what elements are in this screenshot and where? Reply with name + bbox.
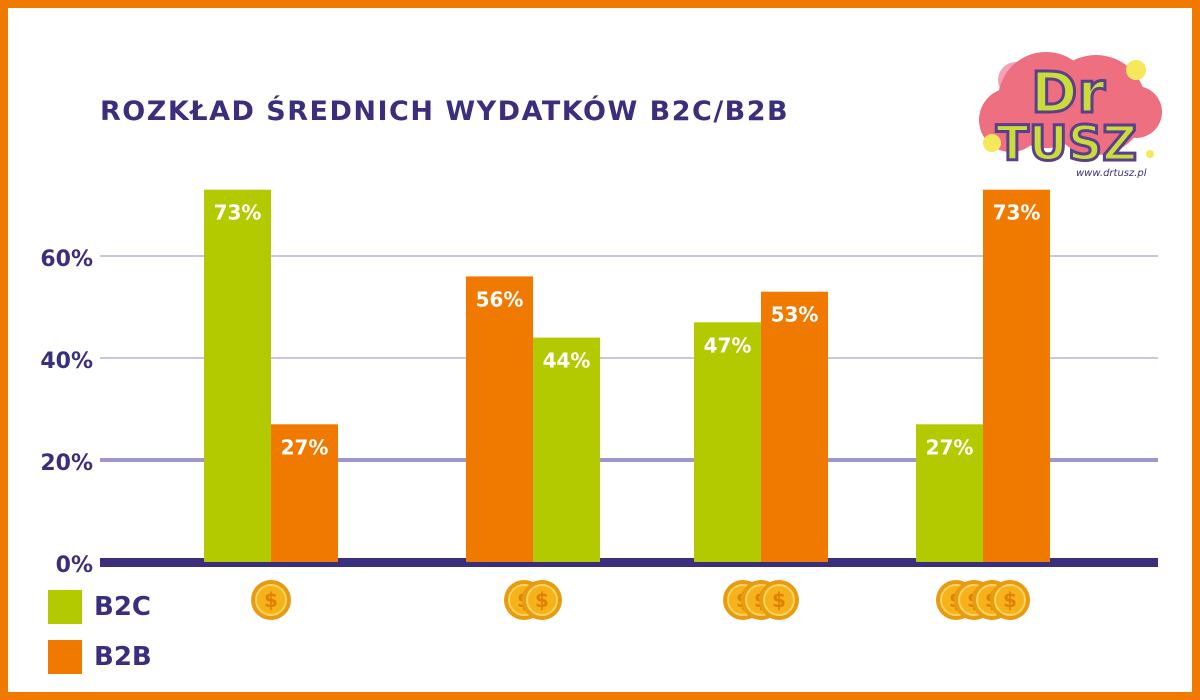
- bars: 73% 27% 56% 44% 47% 53% 27% 73%: [204, 189, 1050, 562]
- bar-b2c: [204, 189, 271, 562]
- y-axis-ticks: 0% 20% 40% 60%: [40, 247, 93, 578]
- bar-value-label: 53%: [771, 303, 819, 327]
- coin-stack-icon: $$$$: [936, 580, 1030, 620]
- y-tick-label: 0%: [56, 553, 93, 578]
- coin-icon-symbol: $: [535, 588, 549, 612]
- coin-icon-face: [994, 584, 1026, 616]
- y-tick-label: 40%: [40, 349, 93, 374]
- bar-b2b: [983, 189, 1050, 562]
- legend-item-b2c: B2C: [48, 590, 152, 624]
- bar-b2b: [271, 424, 338, 562]
- logo-url: www.drtusz.pl: [1076, 168, 1147, 179]
- coin-stack-icon: $$$: [723, 580, 799, 620]
- bar-value-label: 73%: [993, 201, 1041, 225]
- y-tick-label: 60%: [40, 247, 93, 272]
- coin-icon-face: [763, 584, 795, 616]
- coin-icon-symbol: $: [1003, 588, 1017, 612]
- bar-b2b: [466, 276, 533, 562]
- coin-icon-face: [255, 584, 287, 616]
- bar-value-label: 27%: [926, 435, 974, 459]
- x-axis-baseline: [100, 558, 1158, 567]
- coin-stack-icon: $: [251, 580, 291, 620]
- coin-stack-icon: $$: [504, 580, 562, 620]
- bar-value-label: 73%: [214, 201, 262, 225]
- category-coins: $$$$$$$$$$: [251, 580, 1030, 620]
- bar-value-label: 47%: [704, 333, 752, 357]
- legend-label-b2b: B2B: [94, 642, 152, 672]
- coin-icon-symbol: $: [264, 588, 278, 612]
- drtusz-logo: Dr TUSZ www.drtusz.pl: [979, 52, 1162, 179]
- bar-b2b: [761, 291, 828, 562]
- bar-b2c: [694, 322, 761, 562]
- logo-lettering-bottom: TUSZ: [996, 116, 1137, 172]
- logo-lettering-top: Dr: [1031, 61, 1105, 126]
- bar-b2c: [533, 337, 600, 562]
- chart-title: ROZKŁAD ŚREDNICH WYDATKÓW B2C/B2B: [100, 96, 790, 127]
- bar-value-label: 44%: [543, 349, 591, 373]
- y-tick-label: 20%: [40, 451, 93, 476]
- legend-item-b2b: B2B: [48, 640, 152, 674]
- legend-label-b2c: B2C: [94, 592, 151, 622]
- bar-b2c: [916, 424, 983, 562]
- legend: B2C B2B: [48, 590, 152, 691]
- coin-icon-face: [526, 584, 558, 616]
- bar-value-label: 56%: [476, 287, 524, 311]
- bar-value-label: 27%: [281, 435, 329, 459]
- legend-swatch-b2b: [48, 640, 82, 674]
- legend-swatch-b2c: [48, 590, 82, 624]
- coin-icon-symbol: $: [772, 588, 786, 612]
